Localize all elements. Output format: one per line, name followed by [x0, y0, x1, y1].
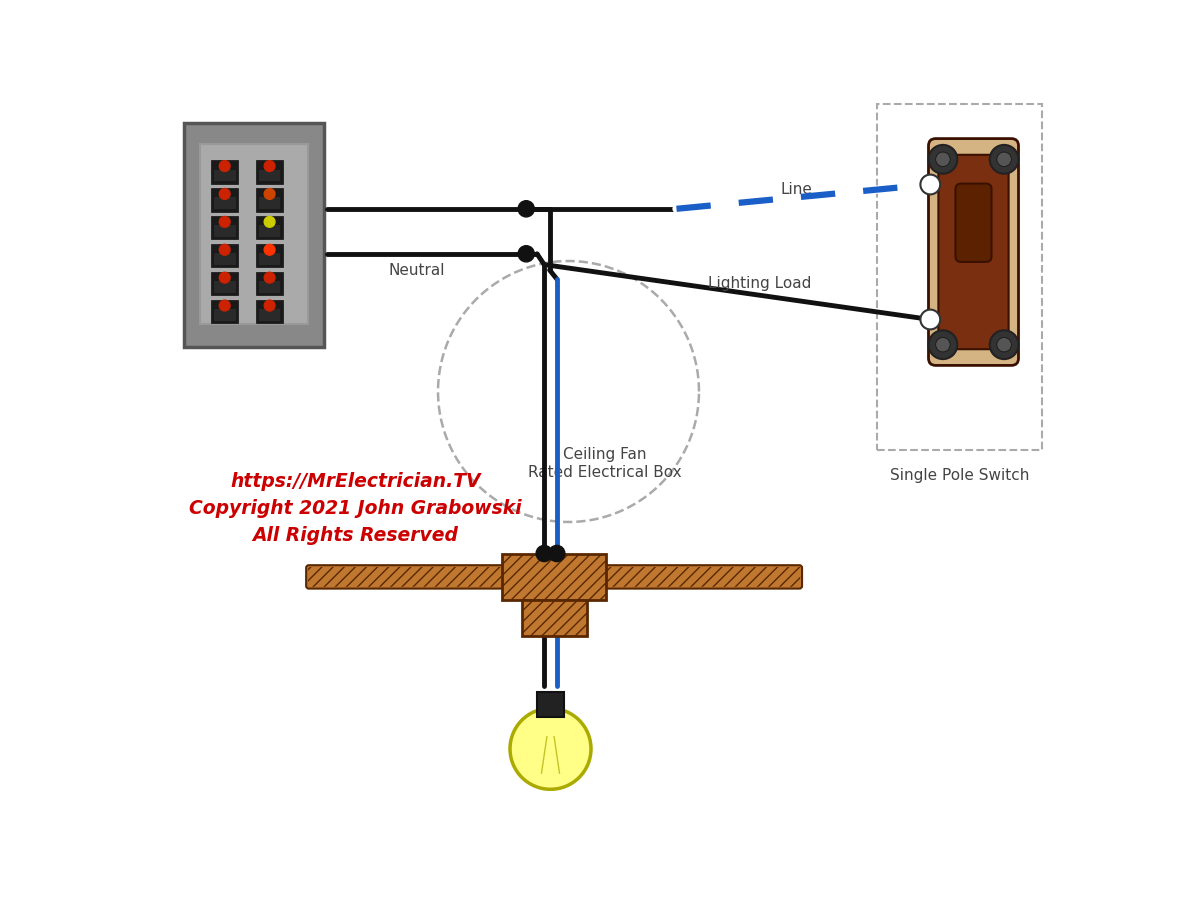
- Circle shape: [997, 152, 1012, 166]
- Text: https://MrElectrician.TV
Copyright 2021 John Grabowski
All Rights Reserved: https://MrElectrician.TV Copyright 2021 …: [188, 472, 522, 545]
- Circle shape: [264, 189, 275, 200]
- Circle shape: [990, 330, 1019, 359]
- Circle shape: [936, 338, 950, 352]
- FancyBboxPatch shape: [522, 600, 587, 636]
- FancyBboxPatch shape: [256, 300, 283, 323]
- FancyBboxPatch shape: [256, 272, 283, 295]
- FancyBboxPatch shape: [538, 692, 564, 717]
- FancyBboxPatch shape: [938, 155, 1008, 349]
- Circle shape: [264, 272, 275, 283]
- FancyBboxPatch shape: [259, 225, 281, 237]
- FancyBboxPatch shape: [306, 565, 505, 589]
- Text: Ceiling Fan
Rated Electrical Box: Ceiling Fan Rated Electrical Box: [528, 447, 682, 480]
- FancyBboxPatch shape: [256, 160, 283, 184]
- Text: Line: Line: [780, 182, 812, 197]
- Circle shape: [510, 708, 592, 789]
- Circle shape: [264, 160, 275, 171]
- Circle shape: [220, 245, 230, 256]
- FancyBboxPatch shape: [259, 309, 281, 320]
- FancyBboxPatch shape: [214, 253, 235, 265]
- Circle shape: [220, 272, 230, 283]
- Circle shape: [920, 310, 941, 329]
- Circle shape: [929, 145, 958, 174]
- FancyBboxPatch shape: [211, 160, 238, 184]
- FancyBboxPatch shape: [214, 197, 235, 209]
- Circle shape: [929, 330, 958, 359]
- Circle shape: [264, 301, 275, 311]
- Circle shape: [536, 545, 552, 562]
- Circle shape: [220, 301, 230, 311]
- Circle shape: [936, 152, 950, 166]
- FancyBboxPatch shape: [211, 216, 238, 239]
- FancyBboxPatch shape: [185, 123, 324, 346]
- FancyBboxPatch shape: [211, 188, 238, 212]
- Circle shape: [997, 338, 1012, 352]
- Circle shape: [548, 545, 565, 562]
- FancyBboxPatch shape: [259, 169, 281, 181]
- Circle shape: [220, 160, 230, 171]
- FancyBboxPatch shape: [211, 300, 238, 323]
- FancyBboxPatch shape: [929, 139, 1019, 365]
- FancyBboxPatch shape: [200, 144, 307, 324]
- Circle shape: [990, 145, 1019, 174]
- FancyBboxPatch shape: [214, 225, 235, 237]
- FancyBboxPatch shape: [955, 184, 991, 262]
- Text: Lighting Load: Lighting Load: [708, 276, 811, 292]
- Circle shape: [518, 201, 534, 217]
- Text: Neutral: Neutral: [389, 263, 445, 278]
- FancyBboxPatch shape: [604, 565, 802, 589]
- FancyBboxPatch shape: [211, 272, 238, 295]
- FancyBboxPatch shape: [256, 244, 283, 267]
- Text: Single Pole Switch: Single Pole Switch: [890, 468, 1030, 483]
- FancyBboxPatch shape: [256, 188, 283, 212]
- Circle shape: [264, 217, 275, 227]
- FancyBboxPatch shape: [214, 309, 235, 320]
- FancyBboxPatch shape: [503, 554, 606, 600]
- Circle shape: [220, 217, 230, 227]
- FancyBboxPatch shape: [256, 216, 283, 239]
- FancyBboxPatch shape: [259, 253, 281, 265]
- Circle shape: [264, 245, 275, 256]
- FancyBboxPatch shape: [259, 281, 281, 292]
- Circle shape: [920, 175, 941, 194]
- FancyBboxPatch shape: [214, 169, 235, 181]
- FancyBboxPatch shape: [259, 197, 281, 209]
- Circle shape: [220, 189, 230, 200]
- Circle shape: [518, 246, 534, 262]
- FancyBboxPatch shape: [214, 281, 235, 292]
- FancyBboxPatch shape: [211, 244, 238, 267]
